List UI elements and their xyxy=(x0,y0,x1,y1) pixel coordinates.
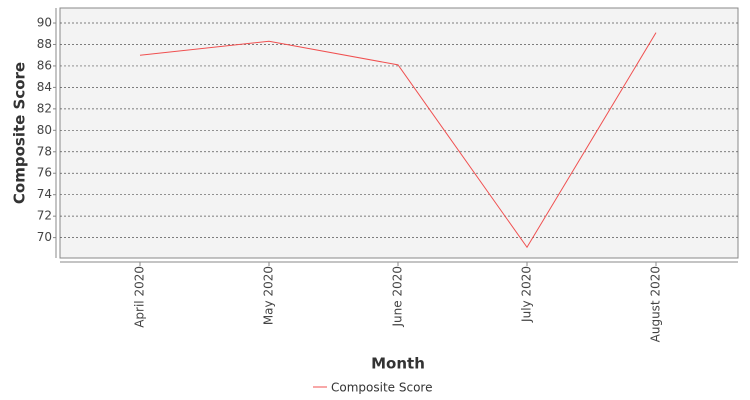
x-tick-label: April 2020 xyxy=(133,266,147,328)
plot-area xyxy=(59,7,739,259)
y-axis-title: Composite Score xyxy=(11,62,29,204)
y-tick-label: 76 xyxy=(37,166,52,180)
y-tick-label: 74 xyxy=(37,187,52,201)
y-tick-label: 78 xyxy=(37,144,52,158)
x-tick-label: July 2020 xyxy=(520,266,534,323)
legend-label: Composite Score xyxy=(331,381,432,395)
x-tick-label: August 2020 xyxy=(649,266,663,342)
y-tick-label: 86 xyxy=(37,58,52,72)
y-tick-label: 80 xyxy=(37,123,52,137)
x-tick-label: May 2020 xyxy=(262,266,276,325)
y-tick-label: 88 xyxy=(37,37,52,51)
y-tick-label: 70 xyxy=(37,230,52,244)
x-tick-label: June 2020 xyxy=(391,266,405,328)
line-series xyxy=(139,32,657,249)
y-tick-label: 72 xyxy=(37,209,52,223)
y-tick-label: 84 xyxy=(37,80,52,94)
y-tick-label: 82 xyxy=(37,101,52,115)
y-tick-label: 90 xyxy=(37,16,52,30)
x-axis-title: Month xyxy=(371,355,425,373)
